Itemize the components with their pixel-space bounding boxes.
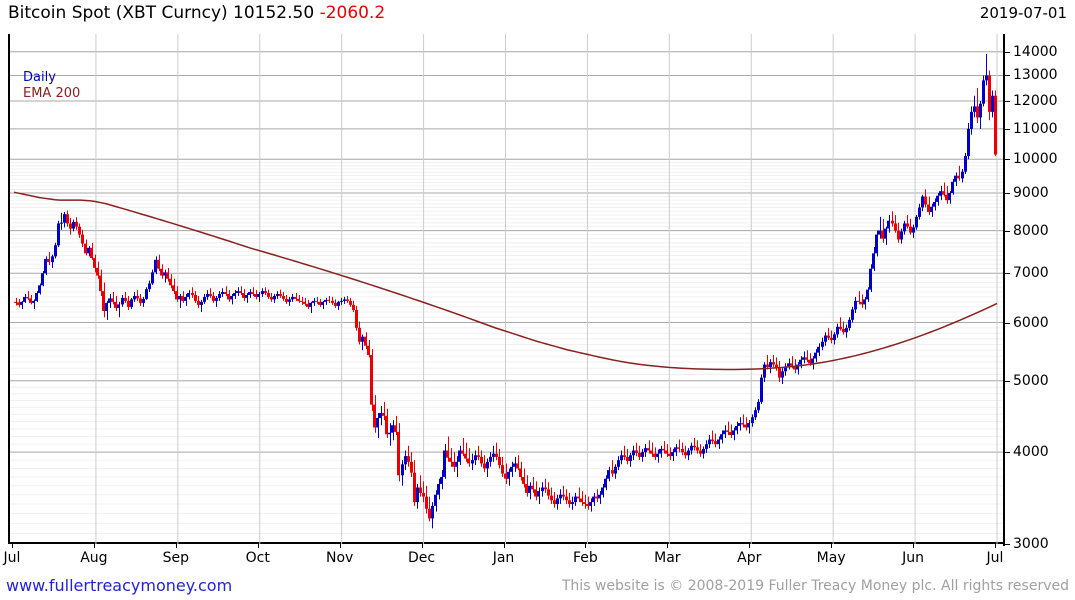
legend-item-daily: Daily: [23, 70, 56, 85]
legend-item-ema200: EMA 200: [23, 86, 81, 101]
time-axis-tick: [667, 544, 668, 548]
time-axis-label: Jun: [902, 550, 925, 566]
price-axis-tick: [1005, 544, 1010, 545]
price-axis-tick: [1005, 52, 1010, 53]
price-axis-label: 11000: [1013, 120, 1058, 137]
price-axis-tick: [1005, 129, 1010, 130]
price-axis-tick: [1005, 159, 1010, 160]
candlestick-plot: [10, 34, 1005, 544]
price-axis-label: 5000: [1013, 372, 1049, 389]
price-axis-label: 6000: [1013, 314, 1049, 331]
price-axis-tick: [1005, 193, 1010, 194]
time-axis: Jul Aug Sep Oct Nov Dec Jan Feb Mar Apr May Jun Jul: [4, 544, 1004, 572]
chart-plot-area: Daily EMA 200: [8, 34, 1005, 544]
price-axis-tick: [1005, 452, 1010, 453]
page-title: Bitcoin Spot (XBT Curncy) 10152.50 -2060…: [8, 3, 385, 23]
price-axis-label: 10000: [1013, 151, 1058, 168]
time-axis-label: Nov: [325, 550, 354, 566]
instrument-name: Bitcoin Spot (XBT Curncy): [8, 3, 228, 23]
time-axis-label: Feb: [573, 550, 598, 566]
price-axis-tick: [1005, 323, 1010, 324]
chart-date: 2019-07-01: [979, 4, 1067, 22]
time-axis-label: Apr: [737, 550, 762, 566]
price-axis-label: 7000: [1013, 265, 1049, 282]
time-axis-label: Oct: [245, 550, 270, 566]
time-axis-label: Sep: [162, 550, 190, 566]
price-axis-label: 9000: [1013, 184, 1049, 201]
price-axis-label: 13000: [1013, 67, 1058, 84]
price-axis-tick: [1005, 75, 1010, 76]
last-price: 10152.50: [233, 3, 315, 23]
time-axis-tick: [258, 544, 259, 548]
time-axis-tick: [913, 544, 914, 548]
time-axis-tick: [340, 544, 341, 548]
time-axis-tick: [504, 544, 505, 548]
page-footer: www.fullertreacymoney.com This website i…: [0, 574, 1075, 600]
time-axis-tick: [176, 544, 177, 548]
price-axis-tick: [1005, 381, 1010, 382]
price-change: -2060.2: [319, 3, 386, 23]
copyright-notice: This website is © 2008-2019 Fuller Treac…: [561, 578, 1069, 594]
price-axis-tick: [1005, 101, 1010, 102]
time-axis-tick: [12, 544, 13, 548]
time-axis-tick: [831, 544, 832, 548]
price-axis-label: 12000: [1013, 93, 1058, 109]
time-axis-tick: [94, 544, 95, 548]
chart-header: Bitcoin Spot (XBT Curncy) 10152.50 -2060…: [0, 0, 1075, 30]
time-axis-tick: [422, 544, 423, 548]
price-axis: 3000 4000 5000 6000 7000 8000 9000 10000 11000 12…: [1003, 34, 1075, 552]
time-axis-tick: [995, 544, 996, 548]
price-axis-label: 8000: [1013, 222, 1049, 239]
chart-legend: Daily EMA 200: [23, 70, 80, 102]
price-axis-label: 14000: [1013, 43, 1058, 60]
time-axis-label: Jan: [492, 550, 515, 566]
time-axis-label: Jul: [986, 550, 1004, 566]
price-axis-tick: [1005, 273, 1010, 274]
price-axis-label: 3000: [1013, 536, 1049, 552]
time-axis-label: Jul: [3, 550, 21, 566]
time-axis-label: Dec: [408, 550, 436, 566]
price-axis-tick: [1005, 231, 1010, 232]
time-axis-tick: [585, 544, 586, 548]
time-axis-label: Aug: [80, 550, 108, 566]
time-axis-label: Mar: [654, 550, 681, 566]
time-axis-tick: [749, 544, 750, 548]
price-axis-label: 4000: [1013, 444, 1049, 461]
site-url-link[interactable]: www.fullertreacymoney.com: [6, 576, 233, 595]
time-axis-label: May: [816, 550, 846, 566]
